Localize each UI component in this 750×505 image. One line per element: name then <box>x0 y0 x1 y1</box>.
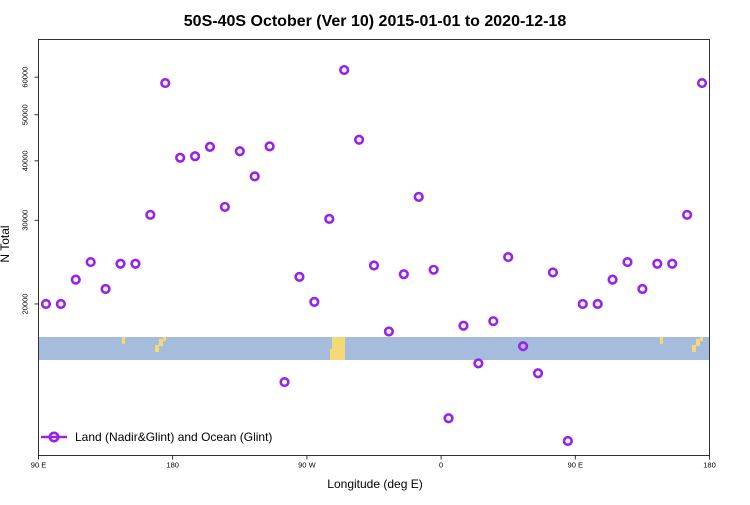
data-point <box>368 260 380 271</box>
data-point <box>130 258 141 269</box>
data-point <box>518 341 529 352</box>
land-patch <box>332 337 345 360</box>
y-tick-label: 30000 <box>21 210 30 231</box>
data-point <box>115 258 126 269</box>
legend-marker <box>48 431 60 443</box>
data-point <box>532 368 544 379</box>
land-patch <box>122 337 125 344</box>
data-point <box>428 264 439 275</box>
x-tick-label: 180 <box>703 461 716 470</box>
data-point <box>175 152 186 163</box>
data-points <box>40 64 708 447</box>
data-point <box>264 141 275 152</box>
data-point <box>85 256 96 268</box>
data-point <box>443 413 454 424</box>
x-tick-label: 90 E <box>568 461 583 470</box>
land-patch <box>330 349 334 360</box>
data-point <box>294 271 305 283</box>
land-patch <box>700 337 703 341</box>
x-tick-label: 180 <box>166 461 179 470</box>
data-point <box>488 316 499 327</box>
legend: Land (Nadir&Glint) and Ocean (Glint) <box>41 430 272 444</box>
y-axis-label: N Total <box>0 225 12 262</box>
land-patch <box>660 337 663 344</box>
data-point <box>592 298 603 310</box>
data-point <box>353 134 365 145</box>
land-patch <box>692 345 696 352</box>
data-point <box>622 256 633 268</box>
data-point <box>682 209 693 220</box>
x-tick-label: 90 E <box>31 461 46 470</box>
x-axis-label: Longitude (deg E) <box>327 477 422 491</box>
chart-title: 50S-40S October (Ver 10) 2015-01-01 to 2… <box>184 13 567 30</box>
data-point <box>473 358 484 369</box>
data-point <box>607 274 618 285</box>
data-point <box>219 201 230 213</box>
land-patch <box>163 337 166 341</box>
data-point <box>189 151 201 162</box>
data-point <box>398 269 409 280</box>
data-point <box>70 274 81 285</box>
data-point <box>279 376 290 388</box>
y-tick-label: 60000 <box>21 67 30 88</box>
data-point <box>234 146 245 157</box>
x-tick-label: 0 <box>439 461 443 470</box>
land-ocean-band <box>39 337 709 360</box>
data-point <box>309 296 320 308</box>
data-point <box>324 213 335 224</box>
y-axis-ticks: 20000 30000 40000 50000 60000 <box>21 67 39 315</box>
data-point <box>577 298 588 310</box>
data-point <box>562 435 573 447</box>
data-point <box>637 283 648 295</box>
data-point <box>145 209 156 220</box>
plot-frame <box>38 39 710 456</box>
land-patch <box>155 345 159 352</box>
land-patch <box>696 339 700 346</box>
data-point <box>413 191 424 202</box>
x-axis-ticks: 90 E 180 90 W 0 90 E 180 <box>31 455 716 470</box>
data-point <box>55 298 66 310</box>
y-tick-label: 40000 <box>21 150 30 171</box>
data-point <box>383 326 395 337</box>
x-tick-label: 90 W <box>298 461 316 470</box>
data-point <box>40 298 52 310</box>
data-point <box>339 64 350 76</box>
data-point <box>667 258 678 269</box>
ocean-band <box>39 337 709 360</box>
data-point <box>547 267 559 278</box>
land-patch <box>159 339 163 346</box>
data-point <box>458 320 469 331</box>
data-point <box>249 171 260 182</box>
data-point <box>503 251 514 263</box>
data-point <box>100 283 111 295</box>
legend-label: Land (Nadir&Glint) and Ocean (Glint) <box>75 430 272 444</box>
data-point <box>652 258 663 269</box>
data-point <box>696 77 708 89</box>
data-point <box>160 77 171 89</box>
y-tick-label: 50000 <box>21 104 30 125</box>
y-tick-label: 20000 <box>21 294 30 315</box>
data-point <box>204 141 216 152</box>
